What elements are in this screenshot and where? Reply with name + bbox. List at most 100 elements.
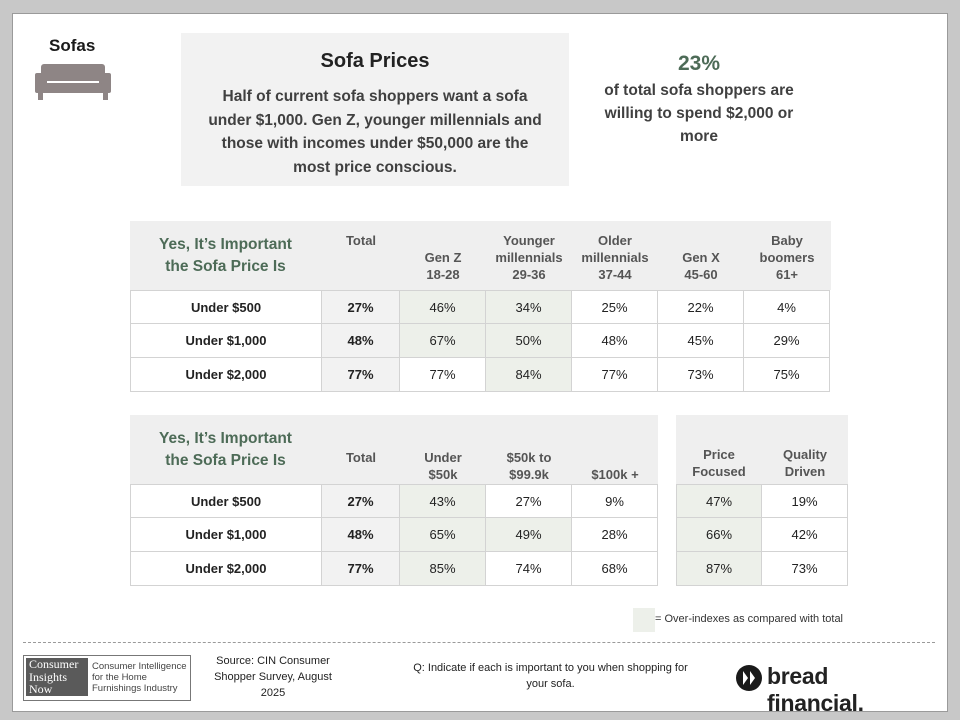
- total-cell: 48%: [322, 518, 400, 552]
- cin-logo-line1: Consumer: [29, 657, 79, 671]
- legend-swatch: [633, 608, 655, 632]
- income-table-title: Yes, It’s Important the Sofa Price Is: [133, 428, 318, 472]
- table-row: Under $1,000 48% 65% 49% 28%: [130, 518, 658, 552]
- column-header-line: [322, 266, 400, 283]
- value-cell: 77%: [572, 358, 658, 392]
- stat-percentage: 23%: [677, 52, 721, 75]
- row-label: Under $1,000: [130, 324, 322, 358]
- value-cell: 28%: [572, 518, 658, 552]
- value-cell: 75%: [744, 358, 830, 392]
- focus-table-header: [676, 415, 848, 484]
- column-header-line: [400, 232, 486, 249]
- income-table-title-line2: the Sofa Price Is: [165, 452, 286, 469]
- column-header-line: 61+: [775, 267, 799, 282]
- cin-logo-line3: Now: [29, 682, 53, 696]
- column-header: Gen X 45-60: [658, 232, 744, 283]
- value-cell: 9%: [572, 484, 658, 518]
- table-row: Under $500 27% 46% 34% 25% 22% 4%: [130, 290, 830, 324]
- value-cell: 45%: [658, 324, 744, 358]
- value-cell: 73%: [762, 552, 848, 586]
- column-header-line: Driven: [784, 464, 826, 479]
- column-header-line: Gen X: [682, 250, 720, 265]
- cin-logo-line2: Insights: [29, 669, 68, 684]
- column-header-line: Quality: [782, 447, 828, 462]
- total-cell: 27%: [322, 290, 400, 324]
- slide: Sofas Sofa Prices Half of current sofa s…: [12, 13, 948, 716]
- column-header: Baby boomers 61+: [744, 232, 830, 283]
- column-header-line: Price: [703, 447, 735, 462]
- column-header-line: 37-44: [598, 267, 632, 282]
- value-cell: 49%: [486, 518, 572, 552]
- key-stat: 23% of total sofa shoppers are willing t…: [591, 52, 807, 148]
- value-cell: 67%: [400, 324, 486, 358]
- column-header-line: 29-36: [512, 267, 546, 282]
- table-row: Under $2,000 77% 77% 84% 77% 73% 75%: [130, 358, 830, 392]
- table-row: 87% 73%: [676, 552, 848, 586]
- column-header: Older millennials 37-44: [572, 232, 658, 283]
- column-header-line: $99.9k: [509, 467, 549, 482]
- total-cell: 77%: [322, 552, 400, 586]
- column-header-line: [572, 449, 658, 466]
- column-header-line: $50k: [428, 467, 458, 482]
- column-header-line: Baby: [771, 233, 803, 248]
- column-header-line: [322, 466, 400, 483]
- column-header-line: Focused: [692, 464, 746, 479]
- section-title: Sofas: [49, 36, 96, 55]
- value-cell: 48%: [572, 324, 658, 358]
- value-cell: 85%: [400, 552, 486, 586]
- bread-logo-icon: [736, 665, 762, 691]
- table-row: Under $2,000 77% 85% 74% 68%: [130, 552, 658, 586]
- column-header-line: Total: [345, 450, 377, 465]
- column-header-line: [658, 232, 744, 249]
- sofa-prices-box: Sofa Prices Half of current sofa shopper…: [181, 33, 569, 186]
- column-header: Total: [322, 232, 400, 283]
- bread-financial-logo: bread financial.: [735, 662, 925, 716]
- column-header: Total: [322, 449, 400, 483]
- sofa-icon: [35, 64, 111, 100]
- value-cell: 19%: [762, 484, 848, 518]
- row-label: Under $2,000: [130, 552, 322, 586]
- column-header-line: millennials: [495, 250, 563, 265]
- column-header-line: Under: [424, 450, 462, 465]
- row-label: Under $1,000: [130, 518, 322, 552]
- table-row: 66% 42%: [676, 518, 848, 552]
- age-table-title-line2: the Sofa Price Is: [165, 258, 286, 275]
- column-header: Gen Z 18-28: [400, 232, 486, 283]
- table-row: 47% 19%: [676, 484, 848, 518]
- income-table-title-line1: Yes, It’s Important: [159, 430, 292, 447]
- column-header-line: $100k +: [591, 467, 639, 482]
- column-header-line: Younger: [503, 233, 555, 248]
- value-cell: 74%: [486, 552, 572, 586]
- stat-description: of total sofa shoppers are willing to sp…: [604, 82, 794, 145]
- value-cell: 29%: [744, 324, 830, 358]
- prices-summary: Half of current sofa shoppers want a sof…: [208, 88, 542, 176]
- value-cell: 73%: [658, 358, 744, 392]
- age-table-header: [130, 221, 831, 290]
- column-header: Price Focused: [676, 446, 762, 480]
- table-row: Under $1,000 48% 67% 50% 48% 45% 29%: [130, 324, 830, 358]
- cin-tagline: Consumer Intelligence for the Home Furni…: [92, 661, 187, 694]
- column-header: Quality Driven: [762, 446, 848, 480]
- cin-logo-mark: Consumer Insights Now: [26, 658, 88, 696]
- value-cell: 4%: [744, 290, 830, 324]
- income-table-header: [130, 415, 658, 484]
- column-header-line: Gen Z: [424, 250, 462, 265]
- total-cell: 77%: [322, 358, 400, 392]
- age-table-title-line1: Yes, It’s Important: [159, 236, 292, 253]
- bread-logo-text: bread financial.: [767, 663, 864, 716]
- value-cell: 22%: [658, 290, 744, 324]
- column-header-line: boomers: [759, 250, 815, 265]
- footer-divider: [23, 642, 935, 643]
- legend-text: = Over-indexes as compared with total: [655, 613, 844, 625]
- total-cell: 27%: [322, 484, 400, 518]
- survey-question: Q: Indicate if each is important to you …: [413, 662, 688, 690]
- prices-title: Sofa Prices: [320, 50, 430, 72]
- value-cell: 77%: [400, 358, 486, 392]
- source-note: Source: CIN Consumer Shopper Survey, Aug…: [214, 655, 332, 699]
- value-cell: 27%: [486, 484, 572, 518]
- value-cell: 25%: [572, 290, 658, 324]
- value-cell: 87%: [676, 552, 762, 586]
- value-cell: 47%: [676, 484, 762, 518]
- total-cell: 48%: [322, 324, 400, 358]
- column-header-line: Total: [345, 233, 377, 248]
